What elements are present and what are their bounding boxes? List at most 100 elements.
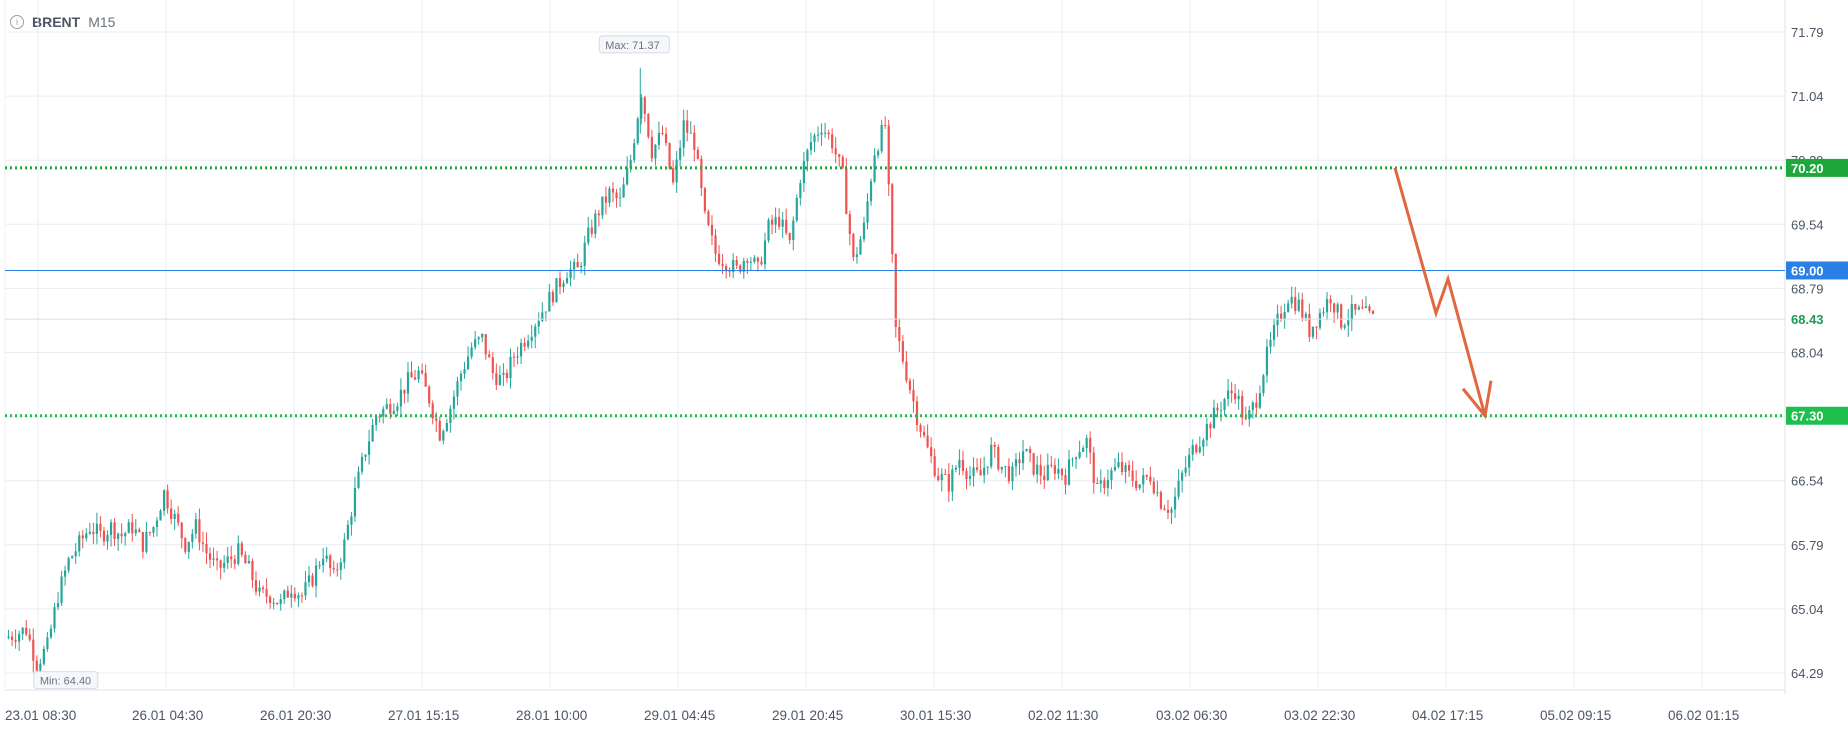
- candle-body: [1177, 480, 1180, 497]
- candle-body: [813, 135, 816, 143]
- candle-body: [770, 219, 774, 225]
- candle-body: [7, 636, 10, 638]
- candle-body: [679, 147, 682, 160]
- candle-body: [1000, 466, 1003, 470]
- candle-body: [187, 541, 190, 552]
- candle-body: [1074, 457, 1078, 460]
- y-tick-label: 71.79: [1791, 25, 1824, 40]
- candle-body: [611, 188, 615, 193]
- candle-body: [1142, 475, 1145, 485]
- candle-body: [767, 219, 770, 241]
- candle-body: [254, 580, 258, 592]
- candle-body: [318, 565, 321, 567]
- candle-body: [1333, 303, 1336, 313]
- candle-body: [244, 554, 247, 564]
- candle-body: [152, 527, 155, 533]
- candle-body: [1036, 464, 1039, 475]
- candle-body: [1138, 484, 1141, 489]
- candle-body: [1308, 313, 1311, 337]
- min-label: Min: 64.40: [40, 676, 91, 688]
- candle-body: [117, 533, 120, 539]
- candle-body: [466, 356, 470, 370]
- candle-body: [799, 183, 802, 198]
- candle-body: [654, 144, 657, 159]
- candle-body: [1092, 452, 1095, 484]
- candle-body: [1131, 470, 1134, 481]
- candle-body: [1304, 313, 1307, 318]
- candle-body: [551, 292, 555, 303]
- info-icon[interactable]: i: [10, 15, 24, 29]
- candle-body: [781, 219, 784, 227]
- candle-body: [95, 523, 99, 535]
- candle-body: [201, 542, 205, 544]
- candle-body: [14, 639, 17, 642]
- candle-body: [763, 240, 767, 265]
- candle-body: [1343, 325, 1346, 328]
- candle-body: [661, 133, 664, 135]
- level-tag: 67.30: [1791, 409, 1824, 424]
- candle-body: [375, 416, 378, 425]
- candle-body: [1223, 398, 1226, 411]
- chart-header: i BRENT M15: [10, 14, 115, 30]
- candle-body: [640, 97, 643, 119]
- candle-body: [488, 354, 491, 358]
- candle-body: [622, 184, 625, 198]
- candle-body: [127, 522, 130, 534]
- candle-body: [1237, 395, 1240, 400]
- y-tick-label: 65.04: [1791, 602, 1824, 617]
- candle-body: [25, 627, 28, 635]
- candle-body: [212, 558, 215, 560]
- candle-body: [1078, 451, 1081, 458]
- candle-body: [60, 576, 63, 604]
- candle-body: [838, 154, 841, 157]
- symbol-label: BRENT: [32, 14, 81, 30]
- candle-body: [926, 435, 929, 448]
- candle-body: [364, 454, 367, 457]
- candle-body: [1244, 417, 1247, 420]
- candle-body: [311, 575, 314, 586]
- candle-body: [778, 217, 781, 227]
- candle-body: [1301, 299, 1304, 318]
- candle-body: [866, 201, 869, 223]
- candle-body: [389, 404, 392, 414]
- candle-body: [463, 369, 466, 374]
- candle-body: [265, 589, 268, 597]
- candle-body: [120, 533, 123, 537]
- candle-body: [215, 558, 219, 561]
- candle-body: [346, 524, 349, 540]
- candle-body: [1103, 480, 1106, 488]
- candle-body: [184, 538, 187, 552]
- candle-body: [484, 333, 487, 355]
- candle-body: [307, 575, 311, 583]
- candle-body: [353, 487, 357, 517]
- candle-body: [498, 374, 501, 385]
- candle-body: [742, 260, 745, 272]
- candle-body: [431, 403, 434, 419]
- candle-body: [304, 582, 307, 596]
- candle-body: [990, 444, 993, 467]
- candle-body: [930, 447, 933, 457]
- candle-body: [951, 469, 954, 492]
- candle-body: [42, 648, 45, 664]
- candle-body: [509, 356, 512, 379]
- candle-body: [1064, 475, 1067, 485]
- candle-body: [608, 188, 611, 203]
- candle-body: [28, 634, 31, 640]
- candle-body: [880, 125, 883, 152]
- candle-body: [703, 188, 707, 212]
- candle-body: [1297, 299, 1300, 311]
- candle-body: [859, 239, 862, 255]
- candle-body: [1336, 304, 1339, 313]
- candle-body: [855, 254, 859, 258]
- forecast-arrow[interactable]: [1393, 167, 1487, 417]
- candle-body: [1018, 459, 1021, 464]
- candle-body: [537, 320, 540, 327]
- candle-body: [548, 292, 551, 312]
- candle-body: [325, 555, 328, 559]
- candle-body: [689, 132, 692, 134]
- candle-body: [1085, 438, 1088, 449]
- candle-body: [81, 535, 84, 539]
- candle-body: [237, 543, 240, 564]
- candle-body: [809, 142, 813, 151]
